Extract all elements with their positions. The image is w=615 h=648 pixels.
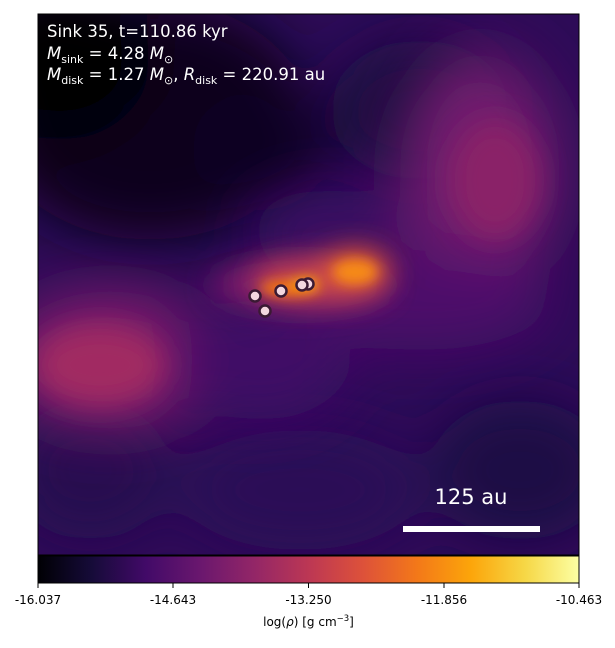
title-line: Sink 35, t=110.86 kyr <box>47 22 228 41</box>
sink-marker <box>295 278 309 292</box>
sink-marker <box>258 304 272 318</box>
colorbar-tick-label: -14.643 <box>150 593 196 607</box>
density-map <box>38 14 579 555</box>
sink-marker <box>274 284 288 298</box>
colorbar-tick-label: -13.250 <box>285 593 331 607</box>
scale-bar: 125 au <box>403 485 540 532</box>
colorbar-tick-label: -16.037 <box>15 593 61 607</box>
colorbar-label: log(ρ) [g cm−3] <box>263 614 354 629</box>
annotation: Sink 35, t=110.86 kyr Msink = 4.28 M⊙ Md… <box>47 22 325 87</box>
map-frame <box>37 13 580 556</box>
colorbar-tick-label: -11.856 <box>421 593 467 607</box>
colorbar-tick-label: -10.463 <box>556 593 602 607</box>
sink-markers <box>248 277 315 318</box>
scale-bar-line <box>403 526 540 532</box>
colorbar-gradient <box>37 555 580 584</box>
sink-marker <box>248 289 262 303</box>
scale-bar-label: 125 au <box>435 485 508 509</box>
colorbar-ticks <box>37 583 580 588</box>
disk-line: Mdisk = 1.27 M⊙, Rdisk = 220.91 au <box>47 65 325 87</box>
colorbar: -16.037 -14.643 -13.250 -11.856 -10.463 … <box>15 555 602 629</box>
sink-mass-line: Msink = 4.28 M⊙ <box>47 44 173 66</box>
